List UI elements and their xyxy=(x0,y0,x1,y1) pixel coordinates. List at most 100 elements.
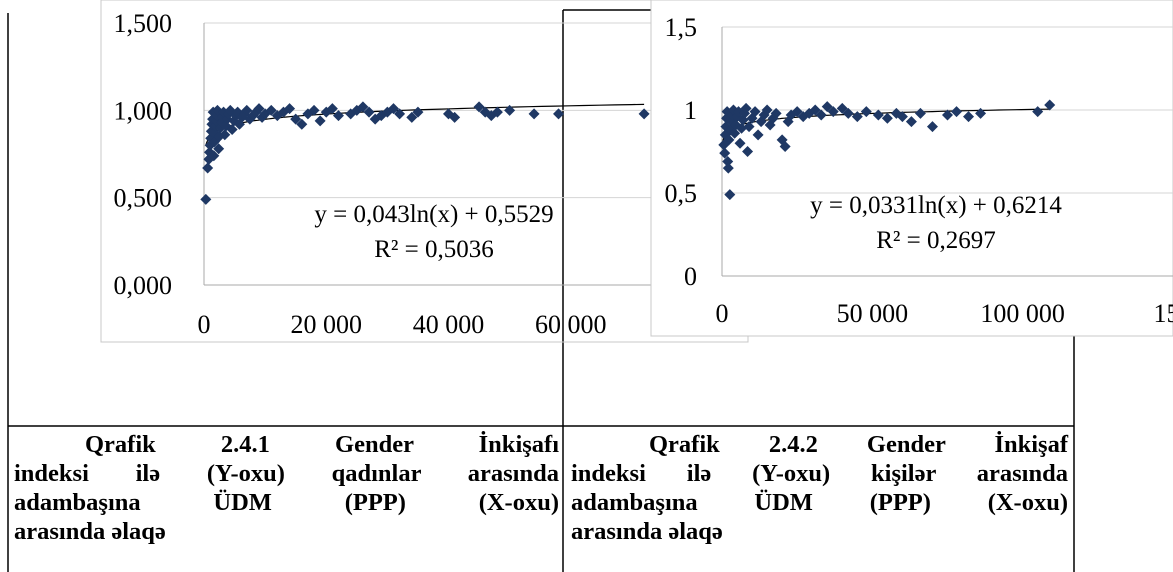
x-tick-label: 20 000 xyxy=(291,310,363,339)
data-point xyxy=(473,101,485,113)
data-point xyxy=(226,124,238,136)
data-point xyxy=(827,106,839,118)
data-point xyxy=(905,116,917,128)
data-point xyxy=(975,107,987,119)
caption-2-line-1: Qrafik 2.4.2 Gender İnkişaf xyxy=(649,431,1068,458)
data-point xyxy=(779,141,791,153)
data-point xyxy=(406,111,418,123)
chart-1-y-tick-labels: 0,000 0,500 1,000 1,500 xyxy=(114,9,173,300)
data-point xyxy=(314,115,326,127)
chart-1-points xyxy=(200,101,650,205)
chart-1-equation: y = 0,043ln(x) + 0,5529 xyxy=(314,201,553,228)
caption-1-line-2: indeksi ilə (Y-oxu) qadınlar arasında xyxy=(14,460,559,487)
data-point xyxy=(202,162,214,174)
chart-2: 0 0,5 1 1,5 0 50 000 100 000 150 y = 0,0331ln(… xyxy=(650,0,1173,337)
caption-figure-2: Qrafik 2.4.2 Gender İnkişaf indeksi ilə … xyxy=(571,430,1068,546)
data-point xyxy=(851,111,863,123)
data-point xyxy=(219,129,231,141)
data-point xyxy=(815,109,827,121)
data-point xyxy=(722,155,734,167)
data-point xyxy=(200,193,212,205)
y-tick-label: 1 xyxy=(684,96,697,125)
data-point xyxy=(363,106,375,118)
chart-1-axes xyxy=(203,23,693,286)
chart-2-x-tick-labels: 0 50 000 100 000 150 xyxy=(716,299,1173,328)
y-tick-label: 0,5 xyxy=(665,179,698,208)
data-point xyxy=(491,106,503,118)
caption-1-line-3: adambaşına ÜDM (PPP) (X-oxu) xyxy=(14,489,559,516)
data-point xyxy=(842,107,854,119)
data-point xyxy=(326,103,338,115)
data-point xyxy=(449,111,461,123)
y-tick-label: 1,5 xyxy=(665,13,698,42)
data-point xyxy=(729,127,741,139)
caption-2-line-3: adambaşına ÜDM (PPP) (X-oxu) xyxy=(571,489,1068,516)
data-point xyxy=(394,108,406,120)
data-point xyxy=(332,110,344,122)
data-point xyxy=(896,111,908,123)
data-point xyxy=(734,137,746,149)
data-point xyxy=(528,108,540,120)
data-point xyxy=(208,150,220,162)
data-point xyxy=(638,108,650,120)
data-point xyxy=(749,106,761,118)
x-tick-label: 40 000 xyxy=(413,310,485,339)
data-point xyxy=(213,143,225,155)
chart-2-area xyxy=(650,0,1173,337)
data-point xyxy=(265,104,277,116)
y-tick-label: 0,000 xyxy=(114,271,173,300)
x-tick-label: 50 000 xyxy=(837,299,909,328)
data-point xyxy=(284,103,296,115)
x-tick-label: 150 xyxy=(1154,299,1173,328)
data-point xyxy=(412,106,424,118)
data-point xyxy=(504,104,516,116)
data-point xyxy=(722,162,734,174)
data-point xyxy=(761,104,773,116)
y-tick-label: 1,000 xyxy=(114,96,173,125)
data-point xyxy=(881,112,893,124)
x-tick-label: 100 000 xyxy=(980,299,1065,328)
data-point xyxy=(736,122,748,134)
data-point xyxy=(951,106,963,118)
chart-2-y-tick-labels: 0 0,5 1 1,5 xyxy=(665,13,698,291)
data-point xyxy=(253,103,265,115)
data-point xyxy=(719,147,731,159)
y-tick-label: 0 xyxy=(684,262,697,291)
y-tick-label: 0,500 xyxy=(114,184,173,213)
data-point xyxy=(752,129,764,141)
data-point xyxy=(926,121,938,133)
data-point xyxy=(723,134,735,146)
data-point xyxy=(742,146,754,157)
data-point xyxy=(743,121,755,133)
data-point xyxy=(553,108,565,120)
data-point xyxy=(963,111,975,123)
caption-2-line-4: arasında əlaqə xyxy=(571,518,723,545)
x-tick-label: 60 000 xyxy=(535,310,607,339)
data-point xyxy=(1032,106,1044,118)
chart-2-points xyxy=(718,99,1056,201)
data-point xyxy=(724,189,736,201)
chart-2-r-squared: R² = 0,2697 xyxy=(876,227,996,254)
caption-2-line-2: indeksi ilə (Y-oxu) kişilər arasında xyxy=(571,460,1068,487)
data-point xyxy=(357,101,369,113)
data-point xyxy=(308,104,320,116)
data-point xyxy=(387,103,399,115)
x-tick-label: 0 xyxy=(198,310,211,339)
data-point xyxy=(914,107,926,119)
caption-figure-1: Qrafik 2.4.1 Gender İnkişafı indeksi ilə… xyxy=(14,430,559,546)
data-point xyxy=(872,109,884,121)
x-tick-label: 0 xyxy=(716,299,729,328)
data-point xyxy=(740,102,752,114)
data-point xyxy=(241,104,253,116)
caption-1-line-4: arasında əlaqə xyxy=(14,518,166,545)
data-point xyxy=(296,118,308,130)
data-point xyxy=(770,107,782,119)
data-point xyxy=(860,106,872,118)
chart-1-r-squared: R² = 0,5036 xyxy=(374,236,494,263)
y-tick-label: 1,500 xyxy=(114,9,173,38)
data-point xyxy=(1044,99,1056,111)
data-point xyxy=(942,109,953,121)
